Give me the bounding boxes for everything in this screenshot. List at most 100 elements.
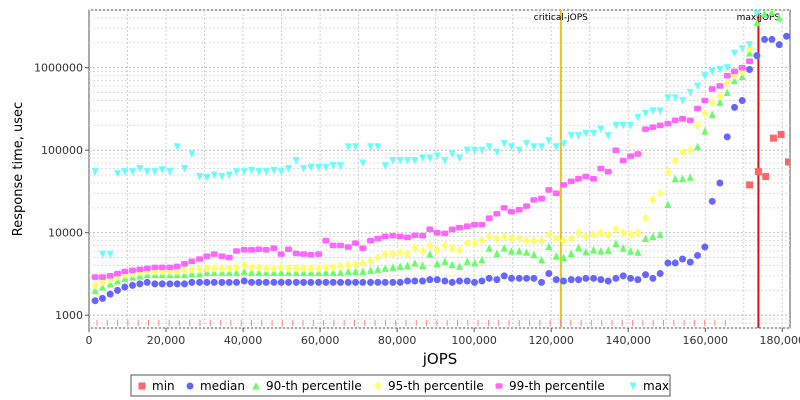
data-point	[344, 261, 352, 271]
data-point	[731, 68, 739, 75]
data-point	[248, 268, 256, 276]
data-point	[433, 276, 441, 284]
data-point	[285, 164, 293, 173]
data-point	[723, 78, 731, 88]
data-point	[98, 277, 106, 287]
data-point	[783, 32, 790, 40]
data-point	[181, 265, 189, 275]
data-point	[225, 278, 233, 286]
data-point	[233, 268, 241, 276]
data-point	[664, 167, 672, 177]
data-point	[173, 263, 181, 270]
data-point	[129, 267, 137, 274]
data-point	[597, 165, 605, 172]
data-point	[485, 231, 493, 241]
y-tick-label: 10000	[48, 227, 83, 240]
data-point	[456, 224, 464, 231]
data-point	[582, 231, 590, 241]
data-point	[538, 143, 546, 151]
data-point	[292, 250, 300, 257]
data-point	[292, 156, 300, 165]
data-point	[567, 234, 575, 244]
data-point	[538, 278, 546, 286]
data-point	[530, 274, 538, 282]
data-point	[694, 142, 702, 151]
data-point	[754, 168, 762, 176]
data-point	[642, 271, 650, 279]
data-point	[716, 179, 724, 187]
data-point	[188, 150, 196, 158]
data-point	[136, 266, 144, 273]
data-point	[255, 268, 263, 276]
data-point	[448, 150, 456, 158]
data-point	[746, 41, 754, 49]
data-point	[545, 187, 553, 193]
data-point	[344, 267, 352, 275]
data-point	[225, 263, 233, 273]
data-point	[337, 268, 345, 276]
data-point	[240, 168, 248, 176]
data-point	[463, 223, 471, 229]
data-point	[604, 246, 612, 254]
data-point	[597, 125, 605, 134]
data-point	[471, 221, 479, 228]
data-point	[277, 278, 285, 286]
data-point	[768, 10, 776, 16]
data-point	[716, 66, 724, 74]
data-point	[575, 243, 583, 252]
data-point	[367, 143, 375, 151]
data-point	[701, 127, 709, 135]
data-point	[448, 226, 456, 233]
data-point	[367, 256, 375, 266]
data-point	[471, 238, 479, 248]
data-point	[114, 286, 122, 294]
data-point	[248, 262, 256, 272]
data-point	[307, 251, 315, 258]
data-point	[233, 248, 241, 254]
data-point	[344, 278, 352, 286]
data-point	[106, 273, 114, 279]
data-point	[515, 206, 523, 213]
data-point	[671, 117, 679, 124]
data-point	[493, 249, 501, 257]
data-point	[322, 163, 330, 172]
data-point	[255, 262, 263, 272]
data-point	[404, 261, 412, 270]
data-point	[240, 247, 248, 253]
data-point	[612, 121, 620, 130]
data-point	[753, 10, 761, 18]
data-point	[634, 151, 642, 157]
data-point	[225, 254, 233, 261]
data-point	[188, 278, 196, 286]
data-point	[218, 172, 226, 181]
data-point	[604, 277, 612, 285]
data-point	[708, 197, 716, 205]
data-point	[419, 232, 427, 239]
data-point	[604, 230, 612, 240]
data-point	[575, 228, 583, 238]
data-point	[515, 234, 523, 244]
data-point	[389, 263, 397, 271]
data-point	[708, 110, 716, 119]
data-point	[396, 233, 404, 240]
data-point	[151, 280, 159, 288]
data-point	[285, 246, 293, 253]
data-point	[619, 228, 627, 238]
data-point	[344, 244, 352, 250]
data-point	[129, 168, 137, 176]
data-point	[656, 230, 664, 239]
data-point	[560, 277, 568, 285]
data-point	[649, 107, 657, 115]
data-point	[426, 154, 434, 163]
data-point	[181, 164, 189, 173]
data-point	[255, 168, 263, 176]
data-point	[612, 274, 620, 282]
data-point	[731, 76, 739, 84]
data-point	[671, 94, 679, 102]
legend-marker	[252, 382, 260, 390]
data-point	[277, 251, 285, 257]
legend-label: max	[643, 379, 669, 393]
data-point	[493, 148, 501, 157]
data-point	[560, 140, 568, 148]
data-point	[315, 163, 323, 172]
